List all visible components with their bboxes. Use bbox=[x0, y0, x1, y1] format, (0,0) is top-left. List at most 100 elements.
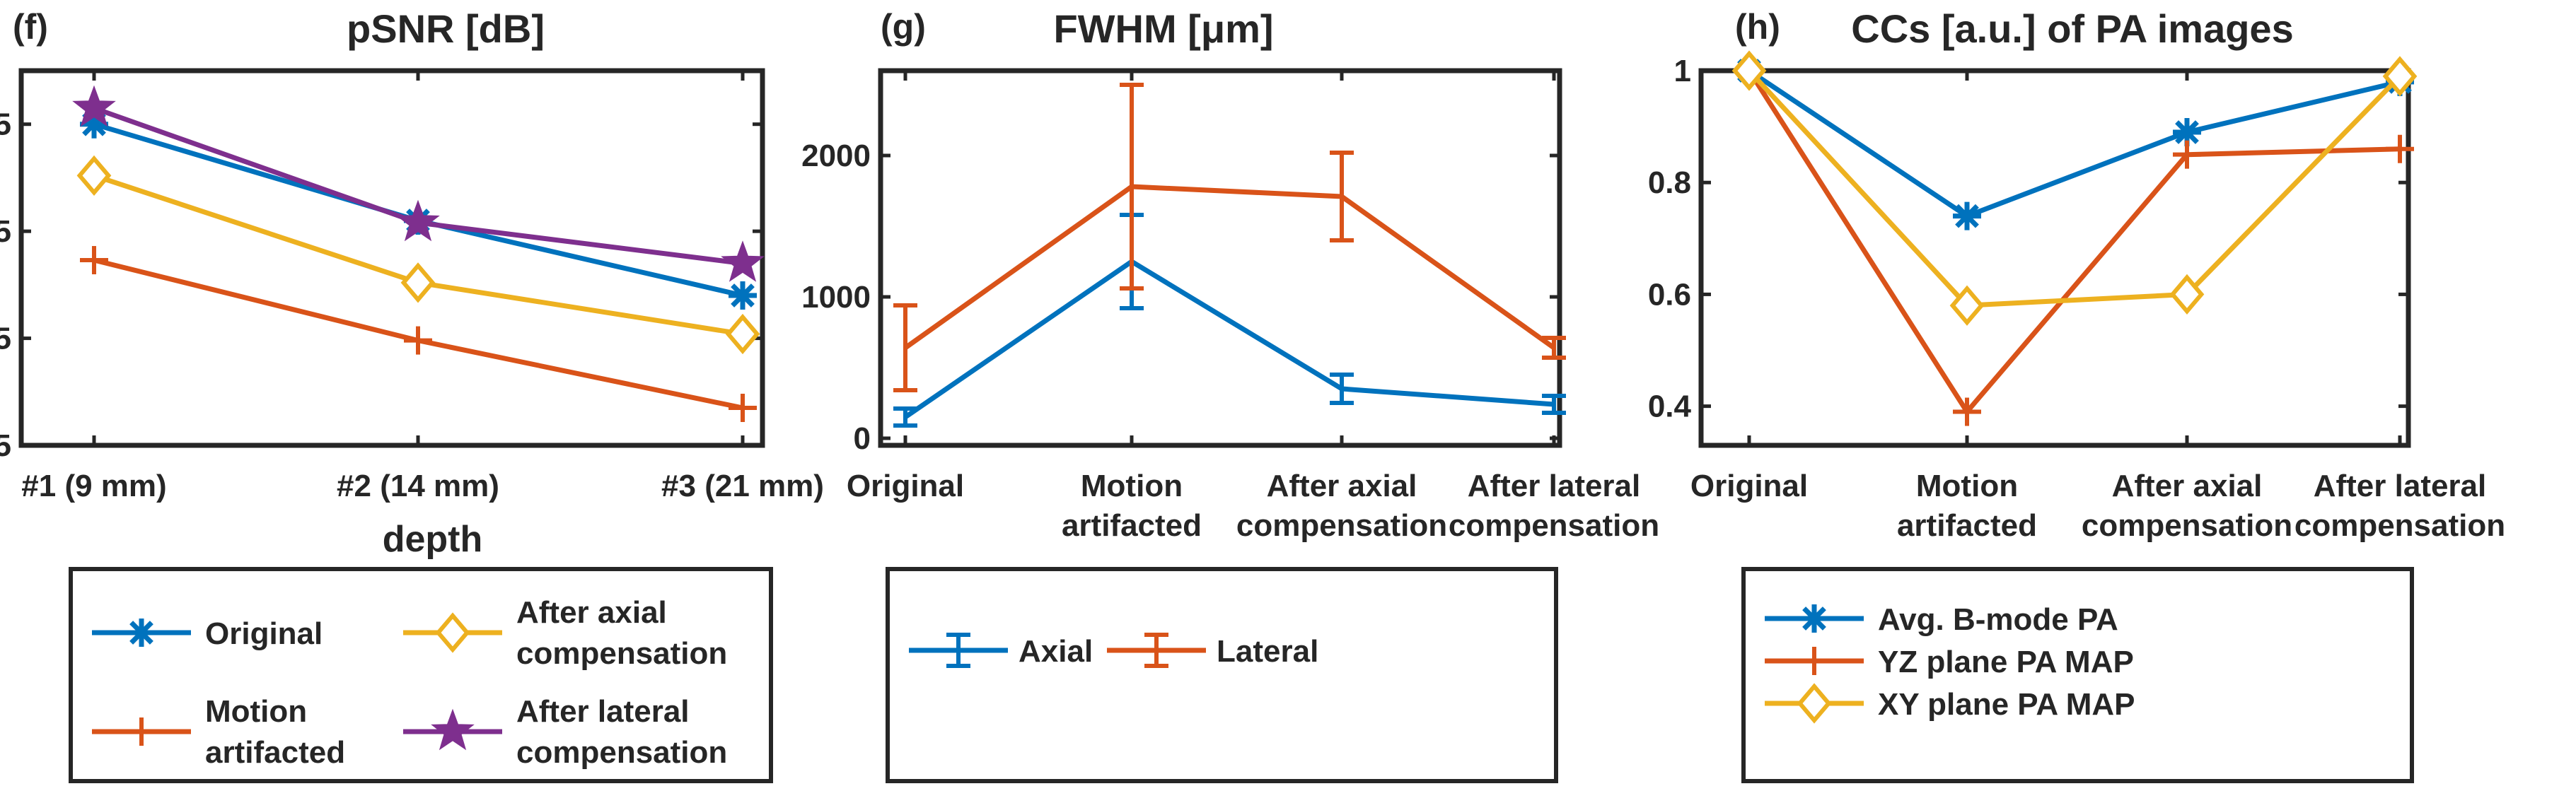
error-bar bbox=[1542, 394, 1566, 415]
legend-entry: Lateral bbox=[1107, 633, 1318, 669]
chart-title: pSNR [dB] bbox=[347, 6, 545, 51]
x-tick-label: #2 (14 mm) bbox=[337, 469, 499, 503]
legend-entry: XY plane PA MAP bbox=[1765, 683, 2135, 724]
legend-marker bbox=[127, 717, 156, 746]
panel-1: (g) FWHM [μm] 0 1000 2000 Original Motion artif… bbox=[801, 6, 1659, 783]
y-tick-label: 55 bbox=[0, 322, 11, 356]
y-tick-label: 0.8 bbox=[1648, 165, 1691, 200]
legend: Original Motion artifacted After axial compe… bbox=[69, 567, 773, 783]
x-tick-label: #3 (21 mm) bbox=[661, 469, 824, 503]
legend-box bbox=[69, 567, 773, 783]
data-point bbox=[1731, 50, 1767, 91]
legend-label: Original bbox=[205, 616, 323, 651]
x-tick-label: After lateral compensation bbox=[2294, 469, 2505, 543]
legend-marker bbox=[1144, 633, 1168, 668]
x-tick-label: Motion artifacted bbox=[1062, 469, 1202, 543]
series-line bbox=[903, 184, 1556, 350]
series-1 bbox=[1735, 57, 2414, 426]
data-point bbox=[1953, 201, 1981, 230]
data-point bbox=[80, 246, 108, 275]
axes-box bbox=[18, 68, 765, 448]
legend-entry: Avg. B-mode PA bbox=[1765, 602, 2118, 637]
data-point bbox=[2386, 134, 2414, 163]
legend-label: XY plane PA MAP bbox=[1878, 687, 2135, 722]
y-tick-label: 1 bbox=[1674, 54, 1691, 88]
data-point bbox=[2173, 140, 2201, 169]
panel-letter: (g) bbox=[881, 7, 926, 47]
legend-label: After axial compensation bbox=[516, 595, 727, 671]
legend-label: After lateral compensation bbox=[516, 694, 727, 770]
legend-marker bbox=[127, 619, 156, 647]
x-tick-label: Original bbox=[1690, 469, 1808, 503]
x-tick-label: After lateral compensation bbox=[1449, 469, 1659, 543]
panel-letter: (f) bbox=[13, 7, 48, 47]
series-line bbox=[93, 105, 743, 266]
data-point bbox=[725, 313, 760, 355]
x-tick-label: After axial compensation bbox=[1236, 469, 1447, 543]
series-line bbox=[1748, 69, 2401, 219]
y-tick-label: 1000 bbox=[801, 280, 871, 315]
data-point bbox=[729, 394, 757, 422]
legend-marker bbox=[1800, 647, 1828, 675]
y-tick-label: 2000 bbox=[801, 139, 871, 173]
error-bar bbox=[893, 406, 917, 428]
series-0 bbox=[893, 213, 1566, 428]
series-line bbox=[1747, 69, 2401, 414]
x-tick-label: #1 (9 mm) bbox=[21, 469, 166, 503]
legend: Axial Lateral bbox=[886, 567, 1558, 783]
error-bar bbox=[1330, 151, 1354, 242]
data-point bbox=[404, 326, 432, 355]
error-bar bbox=[1330, 373, 1354, 405]
data-point bbox=[721, 240, 765, 282]
x-tick-label: After axial compensation bbox=[2082, 469, 2292, 543]
panel-2: (h) CCs [a.u.] of PA images 0.4 0.6 0.8 1 Orig… bbox=[1648, 6, 2505, 783]
legend-label: YZ plane PA MAP bbox=[1878, 645, 2134, 679]
legend-entry: After lateral compensation bbox=[403, 694, 727, 770]
y-tick-label: 45 bbox=[0, 428, 11, 463]
legend-label: Axial bbox=[1019, 634, 1093, 669]
legend-box bbox=[886, 567, 1558, 783]
legend-marker bbox=[946, 633, 970, 668]
axes-box bbox=[1698, 68, 2411, 448]
legend-marker bbox=[1800, 604, 1828, 633]
legend-label: Avg. B-mode PA bbox=[1878, 602, 2118, 637]
legend-label: Lateral bbox=[1217, 634, 1318, 669]
legend-entry: After axial compensation bbox=[403, 595, 727, 671]
data-point bbox=[1953, 397, 1981, 426]
y-tick-label: 65 bbox=[0, 214, 11, 249]
panel-0: (f) pSNR [dB] 45 55 65 75 #1 (9 mm) #2 (14 mm) #… bbox=[0, 6, 824, 783]
series-line bbox=[904, 259, 1555, 419]
y-tick-label: 0.4 bbox=[1648, 389, 1692, 424]
x-tick-label: Original bbox=[847, 469, 964, 503]
error-bar bbox=[1542, 336, 1566, 360]
panel-letter: (h) bbox=[1735, 7, 1780, 47]
series-1 bbox=[893, 83, 1566, 392]
series-line bbox=[93, 173, 743, 336]
y-tick-label: 75 bbox=[0, 107, 11, 142]
legend: Avg. B-mode PA YZ plane PA MAP XY plane PA… bbox=[1741, 567, 2414, 783]
y-tick-label: 0.6 bbox=[1648, 277, 1691, 312]
legend-marker bbox=[1797, 683, 1832, 724]
data-point bbox=[396, 199, 440, 242]
series-2 bbox=[1731, 50, 2418, 326]
axes-box bbox=[878, 68, 1562, 448]
data-point bbox=[1949, 285, 1985, 326]
series-3 bbox=[72, 85, 765, 282]
data-point bbox=[400, 262, 436, 303]
data-point bbox=[2169, 274, 2205, 315]
legend-label: Motion artifacted bbox=[205, 694, 345, 770]
chart-title: CCs [a.u.] of PA images bbox=[1851, 6, 2293, 51]
data-point bbox=[72, 85, 116, 127]
legend-entry: Axial bbox=[909, 633, 1093, 669]
legend-marker bbox=[435, 612, 470, 653]
chart-title: FWHM [μm] bbox=[1053, 6, 1273, 51]
error-bar bbox=[1120, 83, 1144, 291]
legend-entry: Motion artifacted bbox=[92, 694, 345, 770]
y-tick-label: 0 bbox=[854, 421, 871, 456]
x-axis-label: depth bbox=[383, 519, 483, 560]
data-point bbox=[729, 281, 757, 310]
series-line bbox=[1747, 69, 2402, 308]
legend-box bbox=[1741, 567, 2414, 783]
error-bar bbox=[893, 303, 917, 392]
